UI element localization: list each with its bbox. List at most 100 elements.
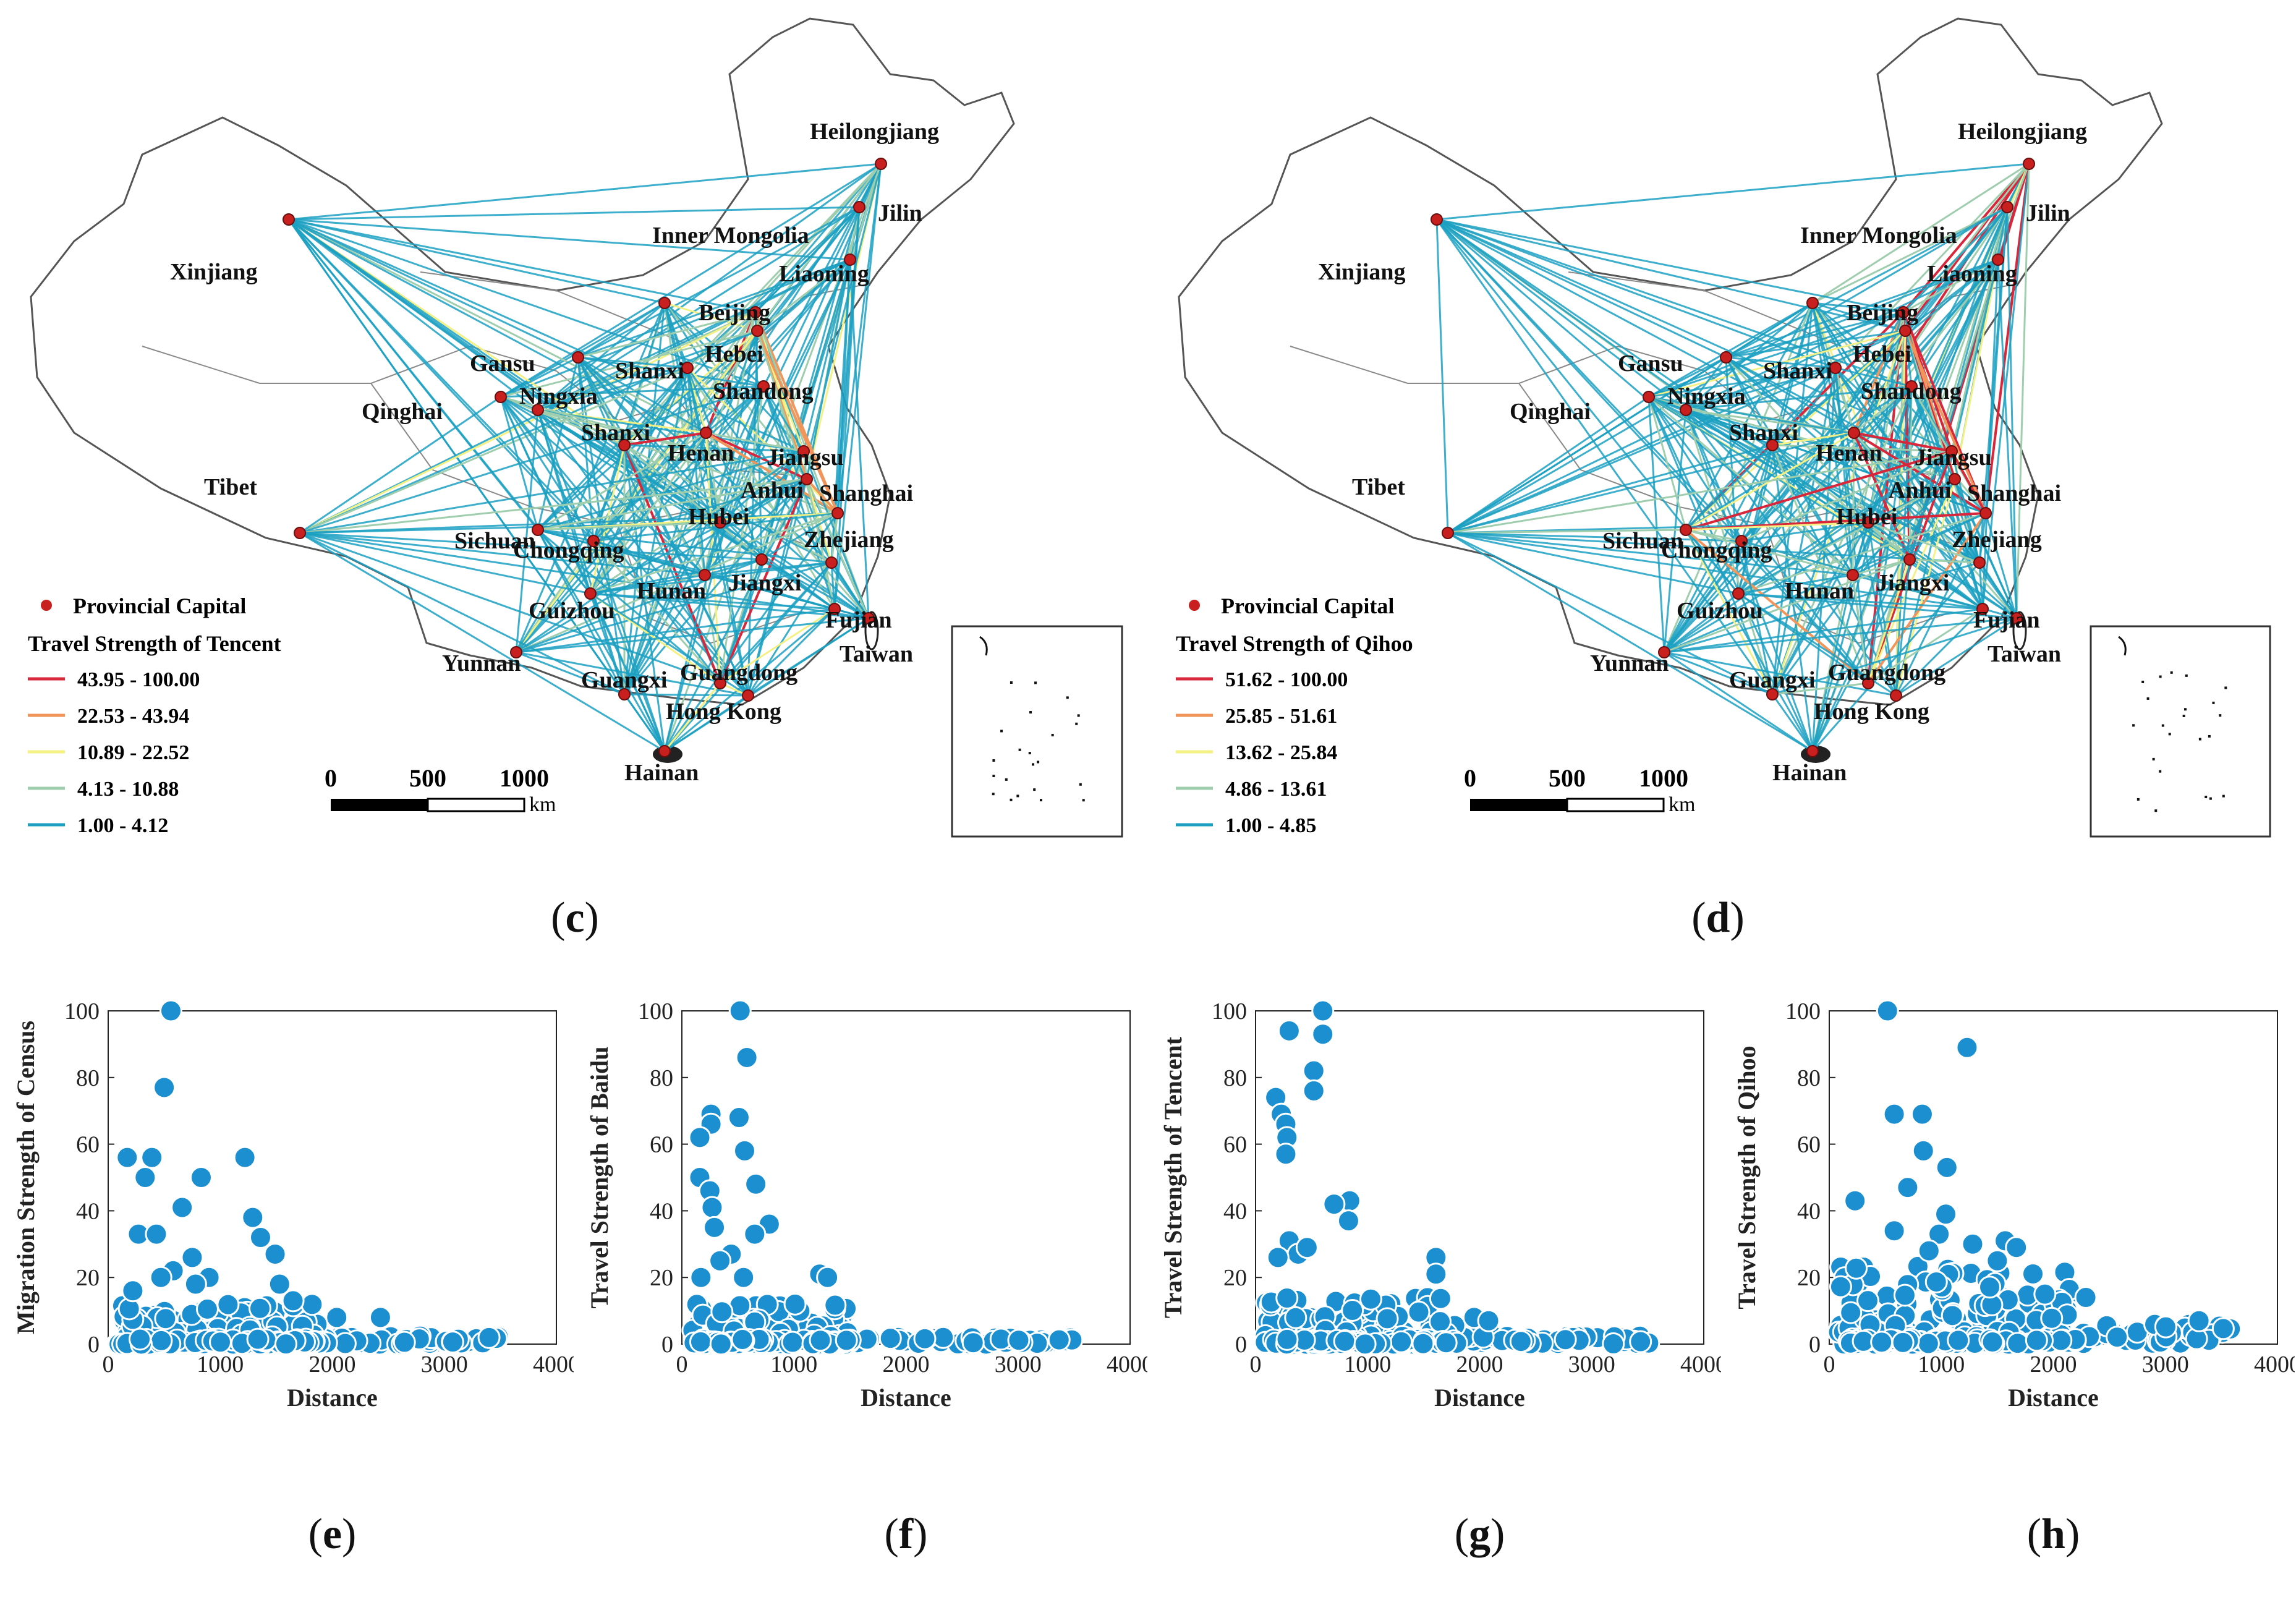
route-line xyxy=(1835,367,1912,388)
route-line xyxy=(1648,356,1727,398)
route-line xyxy=(1447,532,1742,542)
inset-island xyxy=(2159,675,2162,678)
data-point xyxy=(171,1196,194,1219)
route-line xyxy=(1867,512,1987,684)
route-line xyxy=(577,311,756,359)
inset-coast xyxy=(2118,636,2127,656)
data-point xyxy=(728,999,752,1023)
route-line xyxy=(2015,163,2030,619)
route-line xyxy=(1868,521,1980,564)
y-tick-label: 20 xyxy=(1223,1265,1247,1291)
route-line xyxy=(1447,532,1813,752)
x-tick-label: 2000 xyxy=(2030,1352,2077,1377)
province-label: Sichuan xyxy=(1602,528,1683,554)
capital-marker xyxy=(1899,325,1911,337)
data-point xyxy=(116,1146,139,1169)
route-line xyxy=(1447,367,1836,534)
inset-island xyxy=(1010,798,1013,801)
route-line xyxy=(1447,532,1773,696)
route-line xyxy=(288,218,538,411)
panel-letter: h xyxy=(2041,1510,2065,1558)
capital-marker xyxy=(2010,612,2023,624)
data-point xyxy=(2106,1326,2129,1349)
province-label: Guangxi xyxy=(581,667,667,693)
capital-marker xyxy=(572,351,584,364)
y-tick-label: 40 xyxy=(76,1198,100,1224)
inset-island xyxy=(2224,686,2227,689)
route-line xyxy=(1663,259,1999,653)
capital-marker xyxy=(844,253,856,266)
capital-marker xyxy=(1680,404,1692,416)
inset-island xyxy=(1037,760,1040,764)
data-point xyxy=(1275,1327,1299,1351)
route-line xyxy=(1648,396,1687,530)
inset-island xyxy=(2219,714,2222,717)
data-point xyxy=(744,1172,768,1196)
map-legend: Provincial Capital Travel Strength of Qi… xyxy=(1176,594,1413,837)
data-point xyxy=(195,1297,219,1321)
data-point xyxy=(477,1326,501,1349)
route-line xyxy=(1950,451,1987,514)
data-point xyxy=(2074,1286,2098,1309)
route-line xyxy=(590,512,838,595)
plot-frame xyxy=(1255,1010,1704,1345)
route-line xyxy=(1895,559,1911,696)
route-line xyxy=(516,617,869,654)
route-line xyxy=(664,302,758,332)
route-line xyxy=(802,259,851,452)
data-point xyxy=(153,1076,176,1099)
route-line xyxy=(1978,513,1987,563)
panel-label: (h) xyxy=(2027,1510,2080,1558)
data-point xyxy=(1007,1329,1031,1352)
route-line xyxy=(1685,529,1740,594)
route-line xyxy=(1447,396,1649,534)
inset-island xyxy=(2182,714,2185,717)
route-line xyxy=(663,522,721,752)
capital-marker xyxy=(1829,362,1842,374)
data-point xyxy=(1839,1301,1863,1324)
data-point xyxy=(1629,1330,1652,1353)
route-line xyxy=(516,651,625,696)
x-tick-label: 1000 xyxy=(197,1352,244,1377)
capital-marker xyxy=(1973,556,1986,569)
route-line xyxy=(720,608,835,684)
province-label: Fujian xyxy=(825,607,892,633)
panel-paren-close: ) xyxy=(2065,1510,2080,1558)
capital-marker xyxy=(1862,516,1874,529)
capital-marker xyxy=(1945,445,1958,458)
data-point xyxy=(233,1146,257,1169)
data-point xyxy=(154,1307,177,1331)
capital-marker xyxy=(751,325,763,337)
y-tick-label: 100 xyxy=(638,998,673,1024)
province-label: Guizhou xyxy=(529,598,614,624)
inset-island xyxy=(1018,748,1021,751)
route-line xyxy=(288,218,804,453)
panel-paren-close: ) xyxy=(342,1510,356,1558)
province-border xyxy=(142,346,470,384)
inset-island xyxy=(2185,674,2188,677)
data-point xyxy=(1882,1102,1906,1126)
route-line xyxy=(686,367,706,576)
route-line xyxy=(537,409,804,453)
capital-marker xyxy=(1905,380,1918,393)
route-line xyxy=(1772,432,1855,446)
province-border xyxy=(1518,383,1680,508)
capital-marker xyxy=(681,362,694,374)
province-label: Taiwan xyxy=(1988,641,2061,667)
route-line xyxy=(1741,521,1869,542)
province-label: Liaoning xyxy=(1927,261,2017,287)
inset-island xyxy=(2159,770,2162,773)
data-point xyxy=(961,1331,985,1355)
province-border xyxy=(1290,346,1618,384)
panel-label-c: (c) xyxy=(551,894,599,942)
x-tick-label: 1000 xyxy=(770,1352,817,1377)
route-line xyxy=(624,432,707,446)
inset-island xyxy=(1010,681,1013,684)
data-point xyxy=(184,1272,207,1296)
capital-marker xyxy=(584,587,597,600)
route-line xyxy=(1664,592,1739,654)
route-line xyxy=(287,219,666,752)
route-line xyxy=(288,218,851,261)
